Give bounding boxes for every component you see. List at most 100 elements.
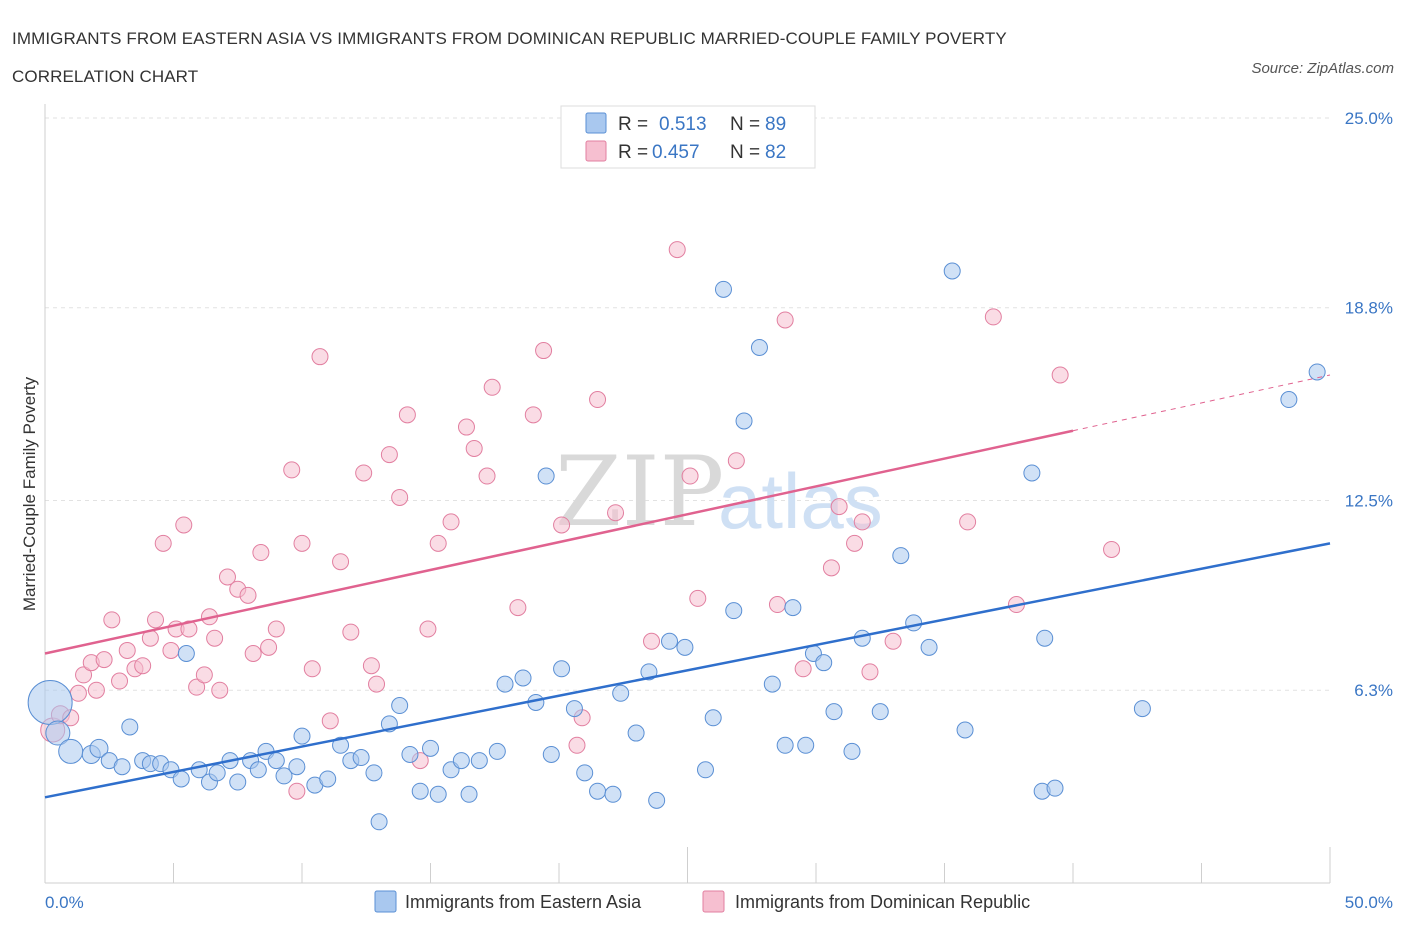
dominican-republic-point-55 (524, 406, 542, 424)
eastern-asia-point-52 (589, 782, 607, 800)
bottom-legend-label-pink: Immigrants from Dominican Republic (735, 892, 1030, 912)
eastern-asia-point-55 (627, 724, 645, 742)
eastern-asia-point-87 (1308, 363, 1326, 381)
y-tick-label-3: 25.0% (1345, 109, 1393, 128)
eastern-asia-point-48 (542, 745, 560, 763)
dominican-republic-point-38 (332, 553, 350, 571)
eastern-asia-point-13 (177, 645, 195, 662)
eastern-asia-point-12 (172, 770, 190, 788)
dominican-republic-point-33 (288, 782, 306, 800)
eastern-asia-point-74 (853, 629, 871, 647)
eastern-asia-point-40 (452, 752, 470, 770)
trendline-dominican-republic-extension (1072, 374, 1331, 432)
dominican-republic-point-19 (180, 620, 198, 638)
dominican-republic-point-74 (861, 663, 879, 681)
dominican-republic-point-52 (478, 467, 496, 485)
eastern-asia-point-76 (892, 547, 910, 565)
eastern-asia-point-36 (411, 782, 429, 800)
eastern-asia-point-77 (905, 614, 923, 632)
eastern-asia-point-47 (537, 467, 555, 485)
y-tick-label-2: 18.8% (1345, 299, 1393, 318)
dominican-republic-point-44 (391, 488, 409, 506)
dominican-republic-point-32 (283, 461, 301, 479)
dominican-republic-point-15 (154, 534, 172, 552)
dominican-republic-point-43 (380, 446, 398, 464)
eastern-asia-point-62 (714, 280, 732, 298)
dominican-republic-point-8 (103, 611, 121, 629)
dominican-republic-point-12 (134, 657, 152, 675)
dominican-republic-point-24 (211, 681, 229, 699)
dominican-republic-point-48 (429, 534, 447, 552)
eastern-asia-point-54 (612, 684, 630, 702)
watermark-zip: ZIP (555, 436, 724, 548)
dominican-republic-point-10 (118, 641, 136, 659)
trendline-dominican-republic (44, 429, 1074, 655)
legend-r-label-blue: R = (618, 114, 648, 135)
dominican-republic-point-20 (188, 678, 206, 696)
eastern-asia-point-0 (27, 679, 73, 725)
eastern-asia-point-22 (267, 752, 285, 770)
eastern-asia-point-72 (825, 703, 843, 721)
eastern-asia-point-64 (735, 412, 753, 430)
eastern-asia-point-23 (275, 767, 293, 785)
series-dominican-republic-points (40, 241, 1121, 800)
y-tick-label-1: 12.5% (1345, 492, 1393, 511)
dominican-republic-point-73 (853, 513, 871, 531)
eastern-asia-point-57 (648, 791, 666, 809)
gridlines (45, 117, 1330, 691)
eastern-asia-point-37 (422, 739, 439, 757)
dominican-republic-point-31 (267, 620, 285, 638)
dominican-republic-point-76 (959, 513, 977, 531)
legend-n-value-pink: 82 (765, 142, 786, 163)
legend-n-label-pink: N = (730, 142, 760, 163)
x-tick-label-0: 0.0% (45, 893, 84, 912)
dominican-republic-point-62 (643, 632, 661, 650)
eastern-asia-point-50 (565, 700, 583, 718)
eastern-asia-point-38 (429, 785, 447, 803)
watermark-atlas: atlas (718, 457, 883, 545)
eastern-asia-point-24 (288, 758, 306, 776)
eastern-asia-point-78 (920, 638, 938, 656)
eastern-asia-point-66 (763, 675, 781, 693)
eastern-asia-point-1 (45, 720, 71, 746)
dominican-republic-point-72 (846, 534, 864, 552)
source-label: Source: ZipAtlas.com (1251, 60, 1394, 77)
dominican-republic-point-23 (206, 629, 224, 647)
legend-n-label-blue: N = (730, 114, 760, 135)
dominican-republic-point-54 (509, 599, 527, 617)
dominican-republic-point-16 (162, 641, 180, 659)
dominican-republic-point-37 (321, 712, 339, 730)
dominican-republic-point-69 (794, 660, 812, 678)
eastern-asia-point-60 (696, 761, 714, 779)
dominican-republic-point-3 (69, 684, 87, 702)
dominican-republic-point-41 (362, 657, 380, 675)
dominican-republic-point-77 (984, 308, 1002, 326)
dominican-republic-point-14 (147, 611, 165, 629)
eastern-asia-point-27 (319, 770, 337, 788)
legend-swatch-pink (585, 140, 607, 162)
eastern-asia-point-71 (815, 654, 833, 672)
dominican-republic-point-47 (419, 620, 437, 638)
eastern-asia-point-73 (843, 742, 861, 760)
eastern-asia-point-79 (943, 262, 961, 280)
dominican-republic-point-75 (884, 632, 902, 650)
eastern-asia-point-56 (640, 663, 658, 681)
dominican-republic-point-58 (568, 736, 586, 754)
dominican-republic-point-60 (589, 391, 607, 409)
eastern-asia-point-6 (113, 758, 131, 776)
eastern-asia-point-86 (1280, 391, 1298, 409)
dominican-republic-point-40 (355, 464, 373, 482)
series-eastern-asia-points (27, 262, 1326, 831)
trendline-eastern-asia (44, 542, 1331, 799)
eastern-asia-point-69 (797, 736, 815, 754)
eastern-asia-point-49 (553, 660, 571, 678)
eastern-asia-point-80 (956, 721, 974, 739)
dominican-republic-point-30 (260, 638, 278, 656)
dominican-republic-point-9 (111, 672, 129, 690)
dominican-republic-point-42 (368, 675, 386, 693)
dominican-republic-point-27 (239, 586, 257, 604)
dominican-republic-point-70 (822, 559, 840, 577)
legend-r-value-blue: 0.513 (659, 114, 707, 135)
dominican-republic-point-35 (303, 660, 321, 678)
eastern-asia-point-7 (121, 718, 139, 736)
